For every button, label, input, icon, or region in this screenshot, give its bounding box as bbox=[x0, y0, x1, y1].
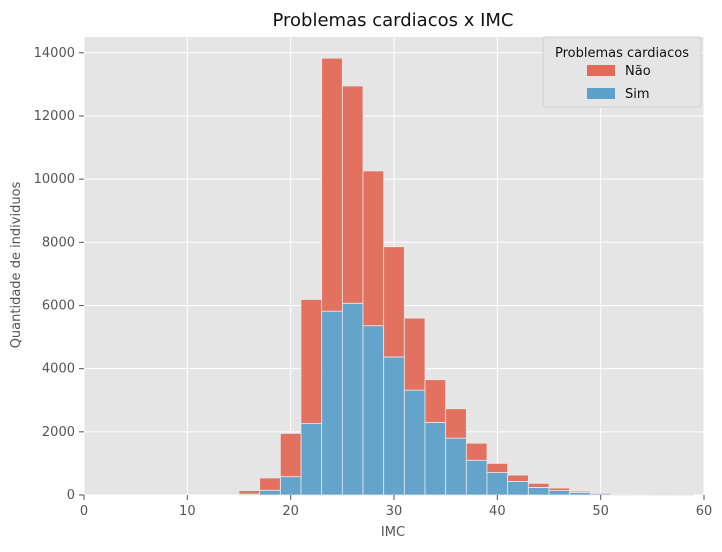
x-tick-label: 50 bbox=[592, 504, 609, 519]
bar-sim bbox=[301, 424, 322, 495]
y-tick-label: 8000 bbox=[42, 235, 75, 250]
legend-label-sim: Sim bbox=[625, 87, 650, 102]
bar-n-o bbox=[446, 409, 467, 438]
y-tick-label: 12000 bbox=[34, 109, 75, 124]
bar-sim bbox=[528, 487, 549, 495]
bar-sim bbox=[280, 477, 301, 495]
legend-swatch-sim bbox=[587, 88, 615, 99]
bar-sim bbox=[404, 390, 425, 495]
bar-sim bbox=[487, 473, 508, 495]
bar-n-o bbox=[590, 493, 611, 494]
bar-sim bbox=[260, 490, 281, 495]
bar-sim bbox=[425, 422, 446, 495]
bar-n-o bbox=[570, 491, 591, 492]
bar-n-o bbox=[239, 491, 260, 494]
bar-n-o bbox=[384, 247, 405, 357]
bar-sim bbox=[322, 311, 343, 495]
bar-n-o bbox=[260, 478, 281, 490]
bar-n-o bbox=[528, 483, 549, 487]
x-tick-label: 0 bbox=[80, 504, 88, 519]
bar-sim bbox=[466, 460, 487, 495]
bar-sim bbox=[384, 357, 405, 495]
bar-n-o bbox=[363, 171, 384, 326]
bar-n-o bbox=[549, 488, 570, 491]
bar-n-o bbox=[425, 380, 446, 423]
chart-title: Problemas cardiacos x IMC bbox=[273, 10, 514, 31]
bar-n-o bbox=[611, 494, 632, 495]
bar-sim bbox=[363, 326, 384, 495]
legend: Problemas cardiacos Não Sim bbox=[543, 37, 701, 107]
bar-n-o bbox=[301, 299, 322, 423]
x-tick-label: 60 bbox=[696, 504, 713, 519]
y-tick-label: 4000 bbox=[42, 362, 75, 377]
bar-n-o bbox=[508, 475, 529, 481]
y-axis-label: Quantidade de individuos bbox=[9, 181, 24, 348]
bar-n-o bbox=[466, 443, 487, 460]
y-tick-label: 2000 bbox=[42, 425, 75, 440]
y-tick-label: 10000 bbox=[34, 172, 75, 187]
bar-sim bbox=[446, 438, 467, 495]
y-tick-label: 14000 bbox=[34, 46, 75, 61]
bar-sim bbox=[549, 491, 570, 495]
x-tick-label: 40 bbox=[489, 504, 506, 519]
bar-n-o bbox=[322, 58, 343, 311]
x-axis-label: IMC bbox=[381, 525, 405, 540]
bar-sim bbox=[342, 303, 363, 495]
x-tick-label: 30 bbox=[386, 504, 403, 519]
bar-n-o bbox=[342, 86, 363, 303]
y-tick-label: 6000 bbox=[42, 298, 75, 313]
legend-title: Problemas cardiacos bbox=[555, 46, 689, 61]
legend-label-nao: Não bbox=[625, 64, 651, 79]
bar-n-o bbox=[487, 463, 508, 472]
bar-n-o bbox=[404, 318, 425, 390]
bar-sim bbox=[508, 481, 529, 495]
legend-swatch-nao bbox=[587, 65, 615, 76]
y-tick-label: 0 bbox=[67, 488, 75, 503]
x-tick-label: 20 bbox=[282, 504, 299, 519]
bar-n-o bbox=[280, 433, 301, 476]
x-tick-label: 10 bbox=[179, 504, 196, 519]
